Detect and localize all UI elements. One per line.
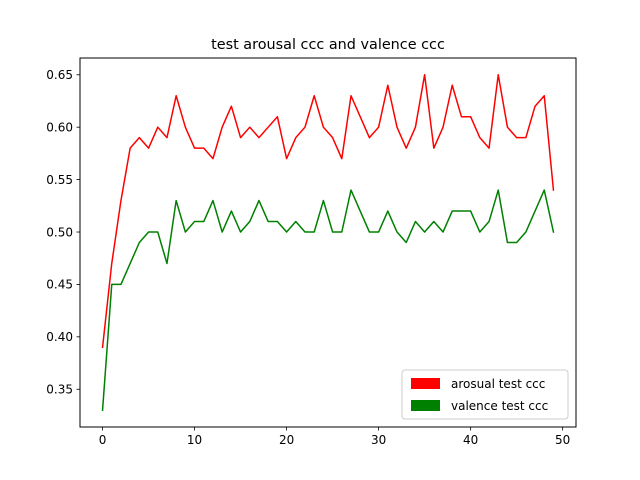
y-tick-label: 0.45 (46, 278, 73, 292)
legend-label-valence: valence test ccc (451, 399, 548, 413)
legend-swatch-valence (411, 400, 440, 411)
series-line-valence (101, 189, 555, 412)
axes-frame (79, 57, 577, 428)
y-tick-label: 0.40 (46, 330, 73, 344)
x-tick-label: 40 (463, 433, 478, 447)
y-tick-label: 0.35 (46, 383, 73, 397)
y-tick-label: 0.50 (46, 225, 73, 239)
y-tick-label: 0.65 (46, 68, 73, 82)
y-tick-label: 0.55 (46, 173, 73, 187)
y-axis: 0.35 0.40 0.45 0.50 0.55 0.60 0.65 (46, 68, 80, 397)
chart-title: test arousal ccc and valence ccc (211, 37, 445, 53)
legend-swatch-arousal (411, 378, 440, 389)
series-layer (101, 74, 555, 412)
y-tick-label: 0.60 (46, 120, 73, 134)
x-tick-label: 20 (279, 433, 294, 447)
legend: arosual test ccc valence test ccc (401, 369, 569, 420)
legend-label-arousal: arosual test ccc (451, 377, 545, 391)
x-tick-label: 30 (371, 433, 386, 447)
x-tick-label: 50 (555, 433, 570, 447)
x-tick-label: 0 (99, 433, 107, 447)
x-tick-label: 10 (187, 433, 202, 447)
series-line-arousal (101, 74, 555, 349)
x-axis: 0 10 20 30 40 50 (99, 427, 570, 447)
plot-area: 0 10 20 30 40 50 0.35 0.40 0.45 0.50 0.55 0.60 0.65 (46, 57, 577, 447)
legend-box (401, 369, 569, 420)
